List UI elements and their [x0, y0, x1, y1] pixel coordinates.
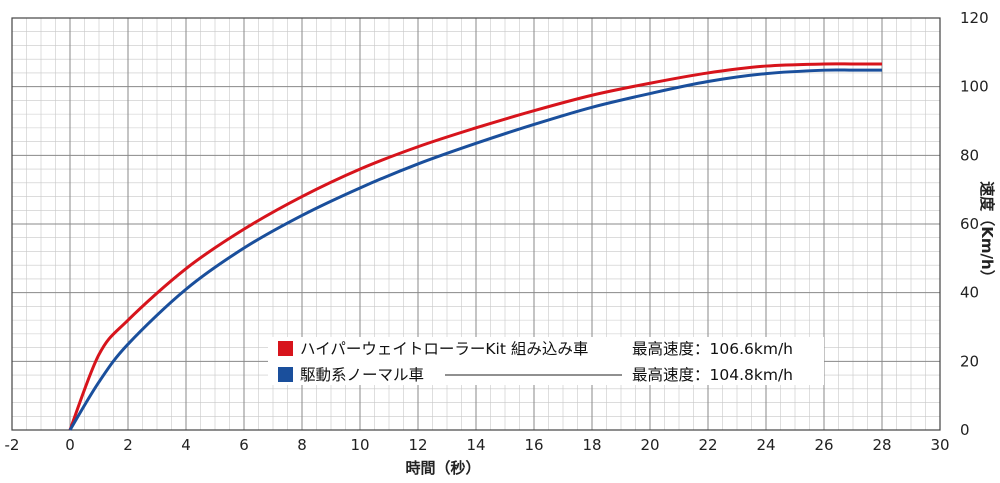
- x-tick-label: 8: [297, 436, 307, 454]
- legend-swatch-blue: [278, 367, 293, 382]
- legend-label-0: ハイパーウェイトローラーKit 組み込み車: [300, 340, 588, 358]
- legend: ハイパーウェイトローラーKit 組み込み車 最高速度：106.6km/h 駆動系…: [268, 337, 824, 385]
- x-tick-label: 30: [930, 436, 949, 454]
- y-tick-label: 100: [960, 78, 989, 96]
- x-tick-label: 0: [65, 436, 75, 454]
- y-tick-label: 120: [960, 9, 989, 27]
- x-tick-label: 6: [239, 436, 249, 454]
- legend-swatch-red: [278, 341, 293, 356]
- y-tick-label: 20: [960, 352, 979, 370]
- x-tick-label: 28: [872, 436, 891, 454]
- x-tick-label: 2: [123, 436, 133, 454]
- y-axis-title: 速度（Km/h）: [978, 181, 996, 284]
- legend-box: [268, 337, 824, 385]
- x-tick-label: 18: [582, 436, 601, 454]
- x-axis-title: 時間（秒）: [405, 459, 480, 477]
- x-tick-label: 16: [524, 436, 543, 454]
- y-axis-ticks: 0 20 40 60 80 100 120: [960, 9, 989, 439]
- x-axis-ticks: -2 0 2 4 6 8 10 12 14 16 18 20 22 24 26 28 30: [5, 436, 950, 454]
- y-tick-label: 40: [960, 284, 979, 302]
- x-tick-label: 24: [756, 436, 775, 454]
- series-line-normal: [68, 68, 882, 431]
- x-tick-label: 12: [408, 436, 427, 454]
- x-tick-label: 26: [814, 436, 833, 454]
- y-tick-label: 0: [960, 421, 970, 439]
- legend-value-1: 最高速度：104.8km/h: [632, 366, 793, 384]
- x-tick-label: -2: [5, 436, 20, 454]
- x-tick-label: 10: [350, 436, 369, 454]
- y-tick-label: 60: [960, 215, 979, 233]
- legend-label-1: 駆動系ノーマル車: [300, 366, 424, 384]
- legend-value-0: 最高速度：106.6km/h: [632, 340, 793, 358]
- x-tick-label: 20: [640, 436, 659, 454]
- x-tick-label: 4: [181, 436, 191, 454]
- plot-frame: [11, 17, 941, 431]
- y-tick-label: 80: [960, 146, 979, 164]
- x-tick-label: 14: [466, 436, 485, 454]
- x-tick-label: 22: [698, 436, 717, 454]
- series-lines: [68, 62, 882, 431]
- series-line-hyper-weight-roller: [68, 62, 882, 431]
